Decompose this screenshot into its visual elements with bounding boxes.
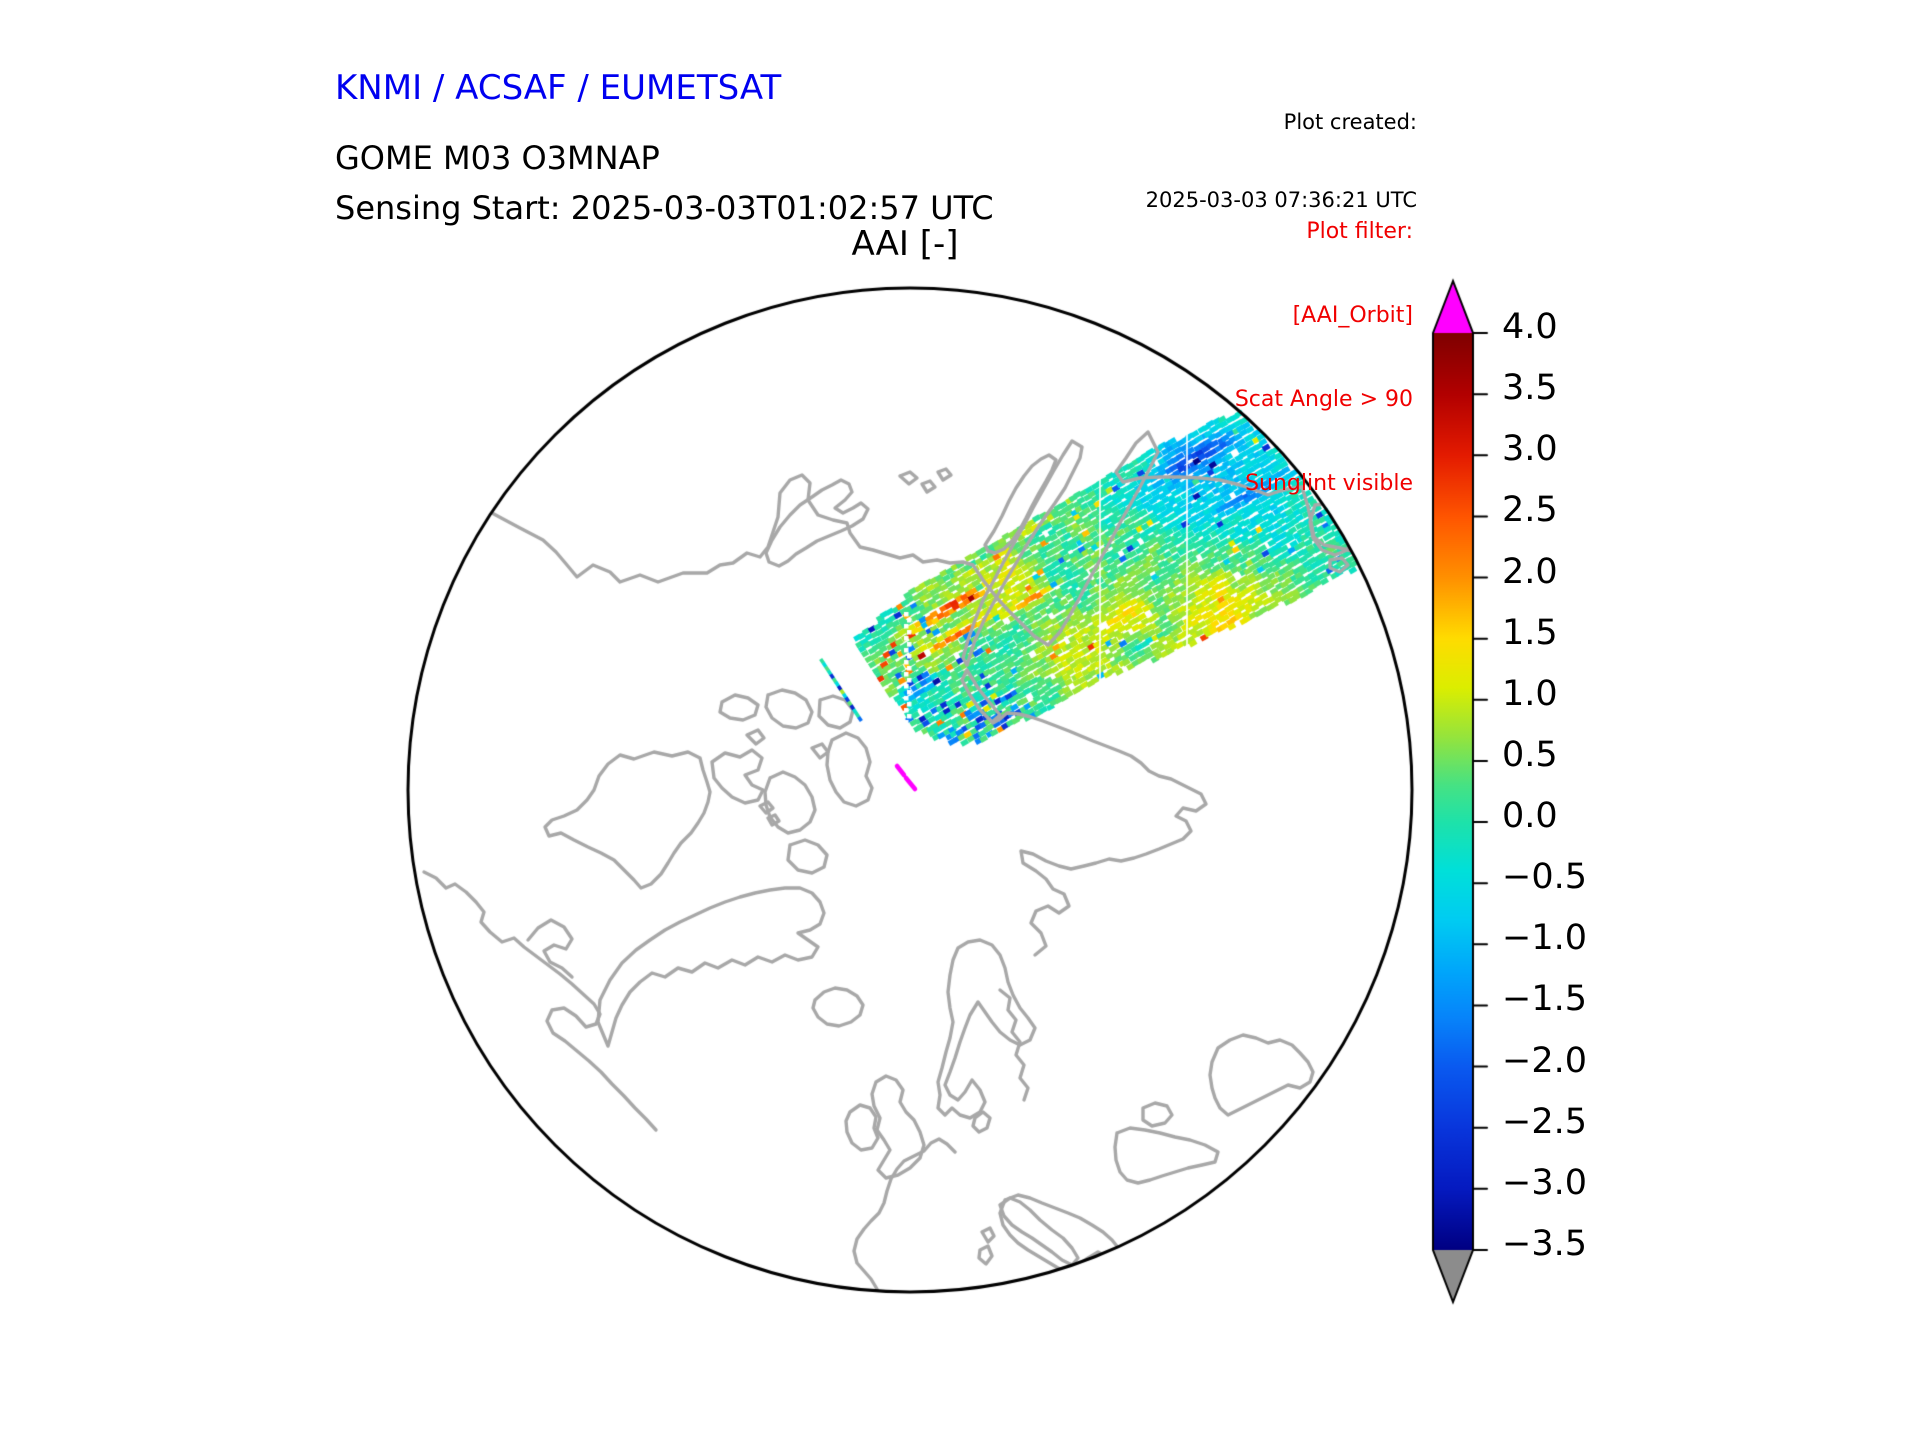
colorbar-tick-label: 1.5 (1502, 612, 1558, 653)
colorbar-tick-label: 4.0 (1502, 307, 1558, 347)
colorbar-tick-label: 1.0 (1502, 673, 1558, 714)
colorbar-tick-label: −3.5 (1502, 1224, 1587, 1264)
colorbar-tick-label: −0.5 (1502, 857, 1587, 898)
plot-filter-block: Plot filter: [AAI_Orbit] Scat Angle > 90… (1013, 162, 1413, 554)
colorbar-tick-label: 3.5 (1502, 368, 1558, 409)
filter-line: Sunglint visible (1245, 471, 1413, 496)
filter-line: Plot filter: (1306, 219, 1413, 244)
colorbar-tick-label: 0.5 (1502, 734, 1558, 775)
colorbar-tick-label: −1.0 (1502, 918, 1587, 959)
colorbar-tick-label: 2.5 (1502, 490, 1558, 531)
filter-line: Scat Angle > 90 (1234, 387, 1413, 412)
created-label: Plot created: (1283, 110, 1417, 134)
colorbar-tick-label: 0.0 (1502, 796, 1558, 837)
created-timestamp: 2025-03-03 07:36:21 UTC (1145, 188, 1417, 212)
plot-created-block: Plot created: 2025-03-03 07:36:21 UTC (1017, 57, 1417, 265)
colorbar-tick-label: −1.5 (1502, 979, 1587, 1020)
map-title: AAI [-] (851, 224, 959, 264)
brand-title: KNMI / ACSAF / EUMETSAT (335, 68, 782, 108)
product-title: GOME M03 O3MNAP (335, 139, 660, 177)
sensing-start: Sensing Start: 2025-03-03T01:02:57 UTC (335, 189, 994, 227)
colorbar-tick-label: 3.0 (1502, 429, 1558, 470)
colorbar-tick-label: −3.0 (1502, 1162, 1587, 1203)
colorbar-tick-label: 2.0 (1502, 551, 1558, 592)
colorbar-tick-label: −2.5 (1502, 1101, 1587, 1142)
filter-line: [AAI_Orbit] (1292, 303, 1413, 328)
colorbar-tick-label: −2.0 (1502, 1040, 1587, 1081)
